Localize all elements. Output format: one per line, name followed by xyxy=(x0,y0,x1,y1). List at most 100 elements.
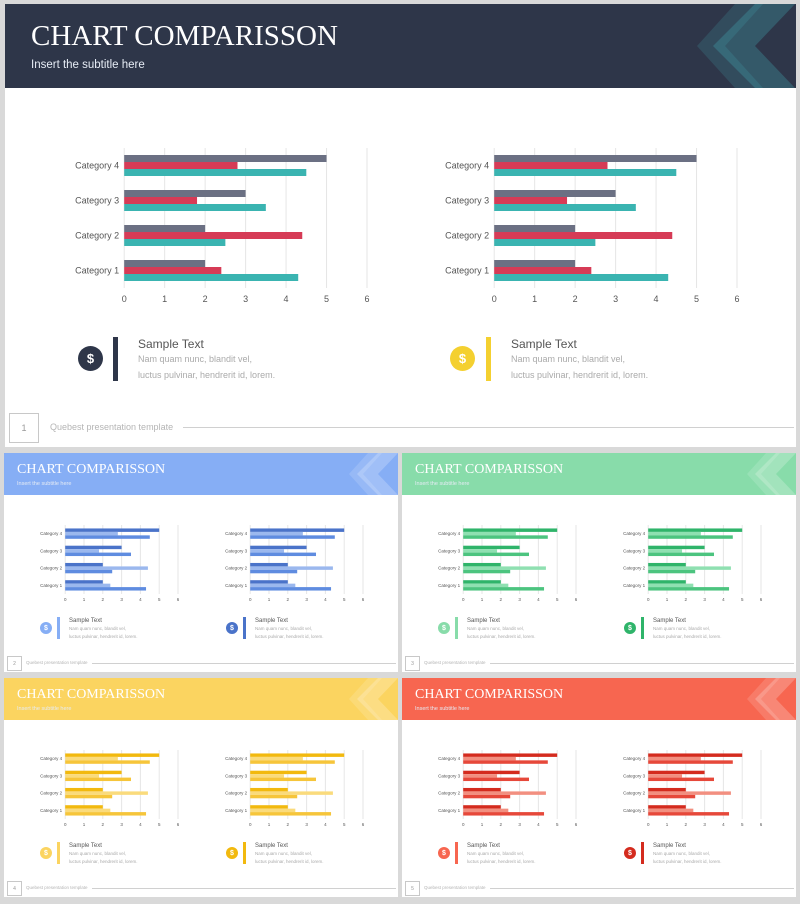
bar-series-2 xyxy=(463,549,498,553)
bar-series-2 xyxy=(494,267,592,274)
bar-series-2 xyxy=(463,531,516,536)
chevron-decoration-icon xyxy=(349,678,398,720)
bar-series-1 xyxy=(648,787,686,792)
bar-series-3 xyxy=(463,794,511,799)
x-tick-label: 5 xyxy=(324,294,329,304)
x-tick-label: 3 xyxy=(613,294,618,304)
category-label: Category 4 xyxy=(438,531,461,536)
x-tick-label: 5 xyxy=(158,822,161,827)
category-label: Category 4 xyxy=(445,161,489,171)
bar-series-1 xyxy=(124,190,246,197)
info-item-right: $ Sample Text Nam quam nunc, blandit vel… xyxy=(224,616,374,641)
bar-series-3 xyxy=(648,760,733,764)
bar-series-2 xyxy=(250,756,303,761)
page-number: 1 xyxy=(9,413,39,443)
bar-series-1 xyxy=(65,753,160,757)
x-tick-label: 2 xyxy=(102,822,105,827)
bar-series-3 xyxy=(648,569,696,574)
x-tick-label: 1 xyxy=(83,822,86,827)
x-tick-label: 5 xyxy=(694,294,699,304)
category-label: Category 2 xyxy=(40,566,63,571)
category-label: Category 4 xyxy=(225,756,248,761)
bar-series-1 xyxy=(250,562,288,567)
x-tick-label: 2 xyxy=(287,822,290,827)
bar-series-3 xyxy=(648,794,696,799)
info-item-left: $ Sample Text Nam quam nunc, blandit vel… xyxy=(436,841,586,866)
bar-series-3 xyxy=(124,274,299,281)
bar-series-3 xyxy=(250,794,298,799)
x-tick-label: 3 xyxy=(120,597,123,602)
bar-series-3 xyxy=(494,239,596,246)
x-tick-label: 6 xyxy=(760,597,763,602)
bar-chart-left: 0 1 2 3 4 5 6 Category 1 Category 2 Category 3 Cat… xyxy=(75,148,370,304)
category-label: Category 1 xyxy=(623,583,646,588)
x-tick-label: 3 xyxy=(703,597,706,602)
bar-series-1 xyxy=(65,805,103,809)
accent-bar xyxy=(113,337,118,381)
x-tick-label: 6 xyxy=(362,597,365,602)
bar-series-1 xyxy=(250,528,345,532)
bar-series-1 xyxy=(463,580,501,584)
x-tick-label: 3 xyxy=(243,294,248,304)
piggy-bank-icon: $ xyxy=(624,847,636,859)
info-line-2: luctus pulvinar, hendrerit id, lorem. xyxy=(653,859,722,864)
slide-title: CHART COMPARISSON xyxy=(17,462,166,477)
bar-series-3 xyxy=(65,777,131,782)
info-item-left: $ Sample Text Nam quam nunc, blandit vel… xyxy=(436,616,586,641)
bar-series-3 xyxy=(648,535,733,539)
bar-series-1 xyxy=(463,770,520,775)
info-line-1: Nam quam nunc, blandit vel, xyxy=(511,354,626,364)
dollar-icon: $ xyxy=(40,622,52,634)
bar-series-2 xyxy=(65,531,118,536)
bar-series-3 xyxy=(463,569,511,574)
page-number: 5 xyxy=(405,881,420,896)
bar-series-2 xyxy=(250,774,285,778)
slide-subtitle: Insert the subtitle here xyxy=(17,481,72,487)
info-line-2: luctus pulvinar, hendrerit id, lorem. xyxy=(255,859,324,864)
bar-series-2 xyxy=(463,583,509,588)
x-tick-label: 6 xyxy=(575,597,578,602)
x-tick-label: 1 xyxy=(268,597,271,602)
info-line-1: Nam quam nunc, blandit vel, xyxy=(467,626,525,631)
x-tick-label: 2 xyxy=(500,597,503,602)
category-label: Category 1 xyxy=(225,583,248,588)
piggy-bank-icon: $ xyxy=(226,622,238,634)
info-heading: Sample Text xyxy=(467,843,500,849)
x-tick-label: 4 xyxy=(284,294,289,304)
slide-header: CHART COMPARISSON Insert the subtitle he… xyxy=(402,678,796,720)
footer-text: Quebest presentation template xyxy=(26,885,88,890)
bar-series-1 xyxy=(463,545,520,550)
x-tick-label: 2 xyxy=(500,822,503,827)
info-line-2: luctus pulvinar, hendrerit id, lorem. xyxy=(69,859,138,864)
x-tick-label: 2 xyxy=(685,597,688,602)
bar-series-2 xyxy=(463,756,516,761)
bar-series-1 xyxy=(648,545,705,550)
slide-header: CHART COMPARISSON Insert the subtitle he… xyxy=(4,678,398,720)
category-label: Category 3 xyxy=(445,196,489,206)
bar-series-2 xyxy=(65,808,111,813)
chevron-decoration-icon xyxy=(747,678,796,720)
bar-series-1 xyxy=(250,787,288,792)
category-label: Category 4 xyxy=(438,756,461,761)
category-label: Category 1 xyxy=(445,266,489,276)
bar-series-2 xyxy=(648,549,683,553)
x-tick-label: 2 xyxy=(685,822,688,827)
slide-footer: 4 Quebest presentation template xyxy=(4,881,398,896)
bar-series-2 xyxy=(463,808,509,813)
bar-chart-left: 0 1 2 3 4 5 6 Category 1 Category 2 Category 3 Cat… xyxy=(438,750,578,827)
bar-series-3 xyxy=(463,812,545,816)
x-tick-label: 4 xyxy=(324,597,327,602)
bar-series-3 xyxy=(250,587,332,591)
piggy-symbol: $ xyxy=(230,624,234,632)
bar-series-3 xyxy=(124,169,307,176)
x-tick-label: 1 xyxy=(162,294,167,304)
piggy-bank-icon: $ xyxy=(226,847,238,859)
bar-series-3 xyxy=(65,569,113,574)
bar-series-2 xyxy=(65,756,118,761)
x-tick-label: 1 xyxy=(532,294,537,304)
category-label: Category 1 xyxy=(40,808,63,813)
info-heading: Sample Text xyxy=(653,618,686,624)
bar-series-2 xyxy=(250,566,333,570)
bar-series-1 xyxy=(494,190,616,197)
x-tick-label: 4 xyxy=(654,294,659,304)
